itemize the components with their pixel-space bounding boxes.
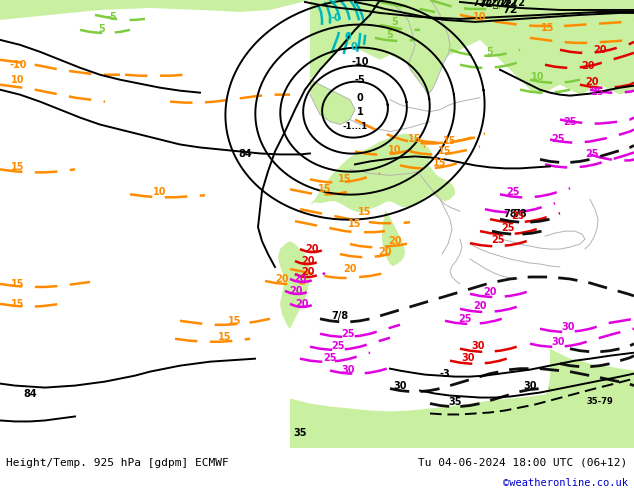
- Text: 25: 25: [585, 149, 598, 159]
- Text: 20: 20: [289, 286, 303, 296]
- Text: 20: 20: [581, 61, 595, 71]
- Text: 35: 35: [294, 428, 307, 439]
- Text: 20: 20: [305, 244, 319, 254]
- Text: -1...1: -1...1: [342, 122, 368, 131]
- Text: 72: 72: [502, 0, 518, 8]
- Polygon shape: [310, 0, 634, 80]
- Text: 25: 25: [491, 235, 505, 245]
- Text: 25: 25: [590, 87, 604, 97]
- Text: 10: 10: [531, 72, 545, 82]
- Text: 35-79: 35-79: [586, 397, 613, 406]
- Text: 0: 0: [356, 93, 363, 102]
- Text: 72⁲72: 72⁲72: [479, 0, 512, 8]
- Text: 30: 30: [393, 381, 407, 391]
- Text: 20: 20: [301, 267, 314, 277]
- Text: 78: 78: [513, 209, 527, 219]
- Text: 30: 30: [523, 381, 537, 391]
- Text: 15: 15: [358, 207, 372, 217]
- Text: -5: -5: [327, 0, 337, 5]
- Text: 25: 25: [501, 223, 515, 233]
- Text: 20: 20: [585, 77, 598, 87]
- Polygon shape: [310, 133, 455, 212]
- Text: 20: 20: [483, 287, 497, 297]
- Text: 20: 20: [343, 264, 357, 274]
- Text: 78: 78: [503, 209, 517, 219]
- Text: 15: 15: [438, 147, 452, 156]
- Text: 20: 20: [294, 274, 307, 284]
- Text: 30: 30: [561, 322, 575, 332]
- Polygon shape: [540, 349, 634, 448]
- Text: 5: 5: [392, 17, 398, 27]
- Text: -5: -5: [354, 74, 365, 85]
- Text: 20: 20: [378, 247, 392, 257]
- Text: -3: -3: [439, 368, 450, 379]
- Text: 5: 5: [487, 47, 493, 57]
- Text: 15: 15: [318, 184, 332, 195]
- Text: 15: 15: [11, 299, 25, 309]
- Text: 15: 15: [11, 162, 25, 172]
- Text: Height/Temp. 925 hPa [gdpm] ECMWF: Height/Temp. 925 hPa [gdpm] ECMWF: [6, 458, 229, 468]
- Text: Tu 04-06-2024 18:00 UTC (06+12): Tu 04-06-2024 18:00 UTC (06+12): [418, 458, 628, 468]
- Text: 72: 72: [502, 5, 518, 15]
- Text: 7/8: 7/8: [332, 311, 349, 321]
- Text: 20: 20: [388, 236, 402, 246]
- Text: 15: 15: [433, 158, 447, 169]
- Text: -0: -0: [330, 13, 341, 23]
- Text: 15: 15: [11, 279, 25, 289]
- Text: 20: 20: [275, 274, 288, 284]
- Text: 5: 5: [99, 24, 105, 34]
- Text: 0: 0: [351, 42, 358, 52]
- Text: 15: 15: [228, 316, 242, 326]
- Text: -10: -10: [10, 60, 27, 70]
- Text: 10: 10: [153, 187, 167, 197]
- Text: 84: 84: [238, 149, 252, 159]
- Text: 25: 25: [458, 314, 472, 324]
- Text: 10: 10: [388, 146, 402, 155]
- Text: 30: 30: [471, 341, 485, 351]
- Text: 1: 1: [356, 107, 363, 117]
- Text: 15: 15: [339, 174, 352, 184]
- Polygon shape: [290, 384, 634, 448]
- Text: 0: 0: [345, 32, 351, 42]
- Polygon shape: [390, 2, 450, 95]
- Text: 5: 5: [387, 30, 393, 40]
- Text: 84: 84: [23, 389, 37, 398]
- Text: 25: 25: [323, 353, 337, 363]
- Text: 10: 10: [473, 12, 487, 22]
- Text: 25: 25: [341, 329, 355, 339]
- Polygon shape: [440, 0, 634, 95]
- Text: 20: 20: [473, 301, 487, 311]
- Text: 15: 15: [408, 134, 422, 145]
- Polygon shape: [0, 0, 634, 40]
- Polygon shape: [278, 241, 310, 329]
- Text: 15: 15: [218, 332, 232, 342]
- Polygon shape: [310, 80, 355, 124]
- Text: 30: 30: [462, 353, 475, 363]
- Text: 20: 20: [301, 256, 314, 266]
- Text: 35: 35: [448, 396, 462, 407]
- Text: 25: 25: [511, 211, 525, 221]
- Polygon shape: [382, 209, 405, 266]
- Text: -10: -10: [351, 57, 369, 67]
- Text: 20: 20: [593, 45, 607, 55]
- Text: 25: 25: [507, 187, 520, 197]
- Text: 72: 72: [482, 0, 498, 8]
- Text: ©weatheronline.co.uk: ©weatheronline.co.uk: [503, 477, 628, 488]
- Text: 72-72: 72-72: [495, 0, 526, 8]
- Text: 15: 15: [541, 23, 555, 33]
- Text: 15: 15: [348, 219, 362, 229]
- Text: -5: -5: [107, 12, 117, 22]
- Text: 72: 72: [472, 0, 486, 8]
- Text: 25: 25: [551, 134, 565, 145]
- Text: 25: 25: [563, 117, 577, 126]
- Text: 25: 25: [331, 341, 345, 351]
- Text: 15: 15: [443, 137, 456, 147]
- Text: 30: 30: [551, 337, 565, 347]
- Text: 30: 30: [341, 365, 355, 375]
- Text: 20: 20: [295, 299, 309, 309]
- Text: 10: 10: [11, 74, 25, 85]
